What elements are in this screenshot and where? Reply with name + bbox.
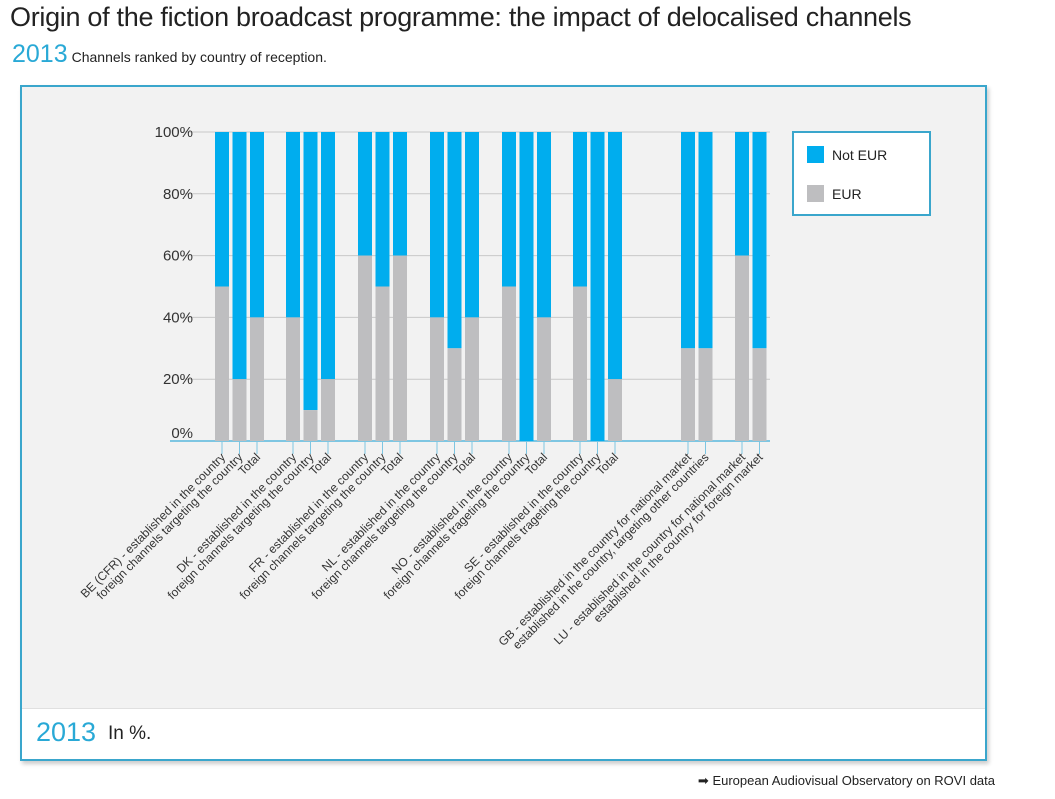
bar-not-eur — [447, 132, 462, 349]
x-tick-label: established in the country, targeting ot… — [510, 450, 712, 652]
footer-year: 2013 — [36, 717, 97, 747]
y-tick-label: 60% — [163, 248, 193, 265]
arrow-right-icon: ➡ — [697, 773, 709, 788]
source-text: European Audiovisual Observatory on ROVI… — [712, 773, 995, 788]
bar-eur — [430, 317, 444, 441]
legend-swatch — [807, 146, 824, 163]
bar-eur — [502, 286, 516, 441]
y-tick-label: 80% — [163, 186, 193, 203]
bar-not-eur — [303, 132, 318, 411]
x-tick-label: BE (CFR) - established in the country — [78, 450, 228, 600]
bar-not-eur — [735, 132, 749, 256]
bar-not-eur — [286, 132, 300, 318]
bar-eur — [752, 348, 767, 441]
bar-eur — [286, 317, 300, 441]
legend-swatch — [807, 185, 824, 202]
y-tick-label: 20% — [163, 371, 193, 388]
bar-eur — [681, 348, 695, 441]
bar-not-eur — [573, 132, 587, 287]
bar-not-eur — [321, 132, 335, 380]
bar-eur — [465, 317, 479, 441]
bar-not-eur — [430, 132, 444, 318]
bar-eur — [215, 286, 229, 441]
bar-not-eur — [375, 132, 390, 287]
y-tick-label: 40% — [163, 309, 193, 326]
bar-not-eur — [215, 132, 229, 287]
bar-eur — [537, 317, 551, 441]
bar-eur — [250, 317, 264, 441]
bar-not-eur — [537, 132, 551, 318]
bar-not-eur — [519, 132, 534, 441]
subtitle-text: Channels ranked by country of reception. — [71, 49, 327, 65]
bar-eur — [232, 379, 247, 441]
bar-not-eur — [681, 132, 695, 349]
bar-not-eur — [465, 132, 479, 318]
bar-not-eur — [393, 132, 407, 256]
bar-not-eur — [590, 132, 605, 441]
bar-eur — [321, 379, 335, 441]
legend-label: EUR — [832, 186, 862, 202]
legend-label: Not EUR — [832, 147, 887, 163]
bar-not-eur — [698, 132, 713, 349]
chart-footer: 2013 In %. — [22, 708, 985, 759]
bar-not-eur — [752, 132, 767, 349]
y-tick-label: 0% — [171, 425, 193, 442]
bar-eur — [573, 286, 587, 441]
source-note: ➡ European Audiovisual Observatory on RO… — [698, 773, 995, 789]
page-title: Origin of the fiction broadcast programm… — [10, 2, 912, 32]
footer-note: In %. — [108, 723, 152, 744]
bar-not-eur — [250, 132, 264, 318]
bar-eur — [735, 255, 749, 441]
bar-eur — [698, 348, 713, 441]
bar-eur — [303, 410, 318, 441]
bar-not-eur — [502, 132, 516, 287]
subtitle: 2013 Channels ranked by country of recept… — [12, 40, 327, 69]
y-tick-label: 100% — [155, 124, 193, 141]
legend — [792, 131, 931, 216]
bar-eur — [393, 255, 407, 441]
bar-eur — [608, 379, 622, 441]
subtitle-year: 2013 — [12, 40, 68, 68]
bar-not-eur — [232, 132, 247, 380]
bar-eur — [375, 286, 390, 441]
bar-eur — [358, 255, 372, 441]
bar-not-eur — [358, 132, 372, 256]
bar-eur — [447, 348, 462, 441]
bar-not-eur — [608, 132, 622, 380]
